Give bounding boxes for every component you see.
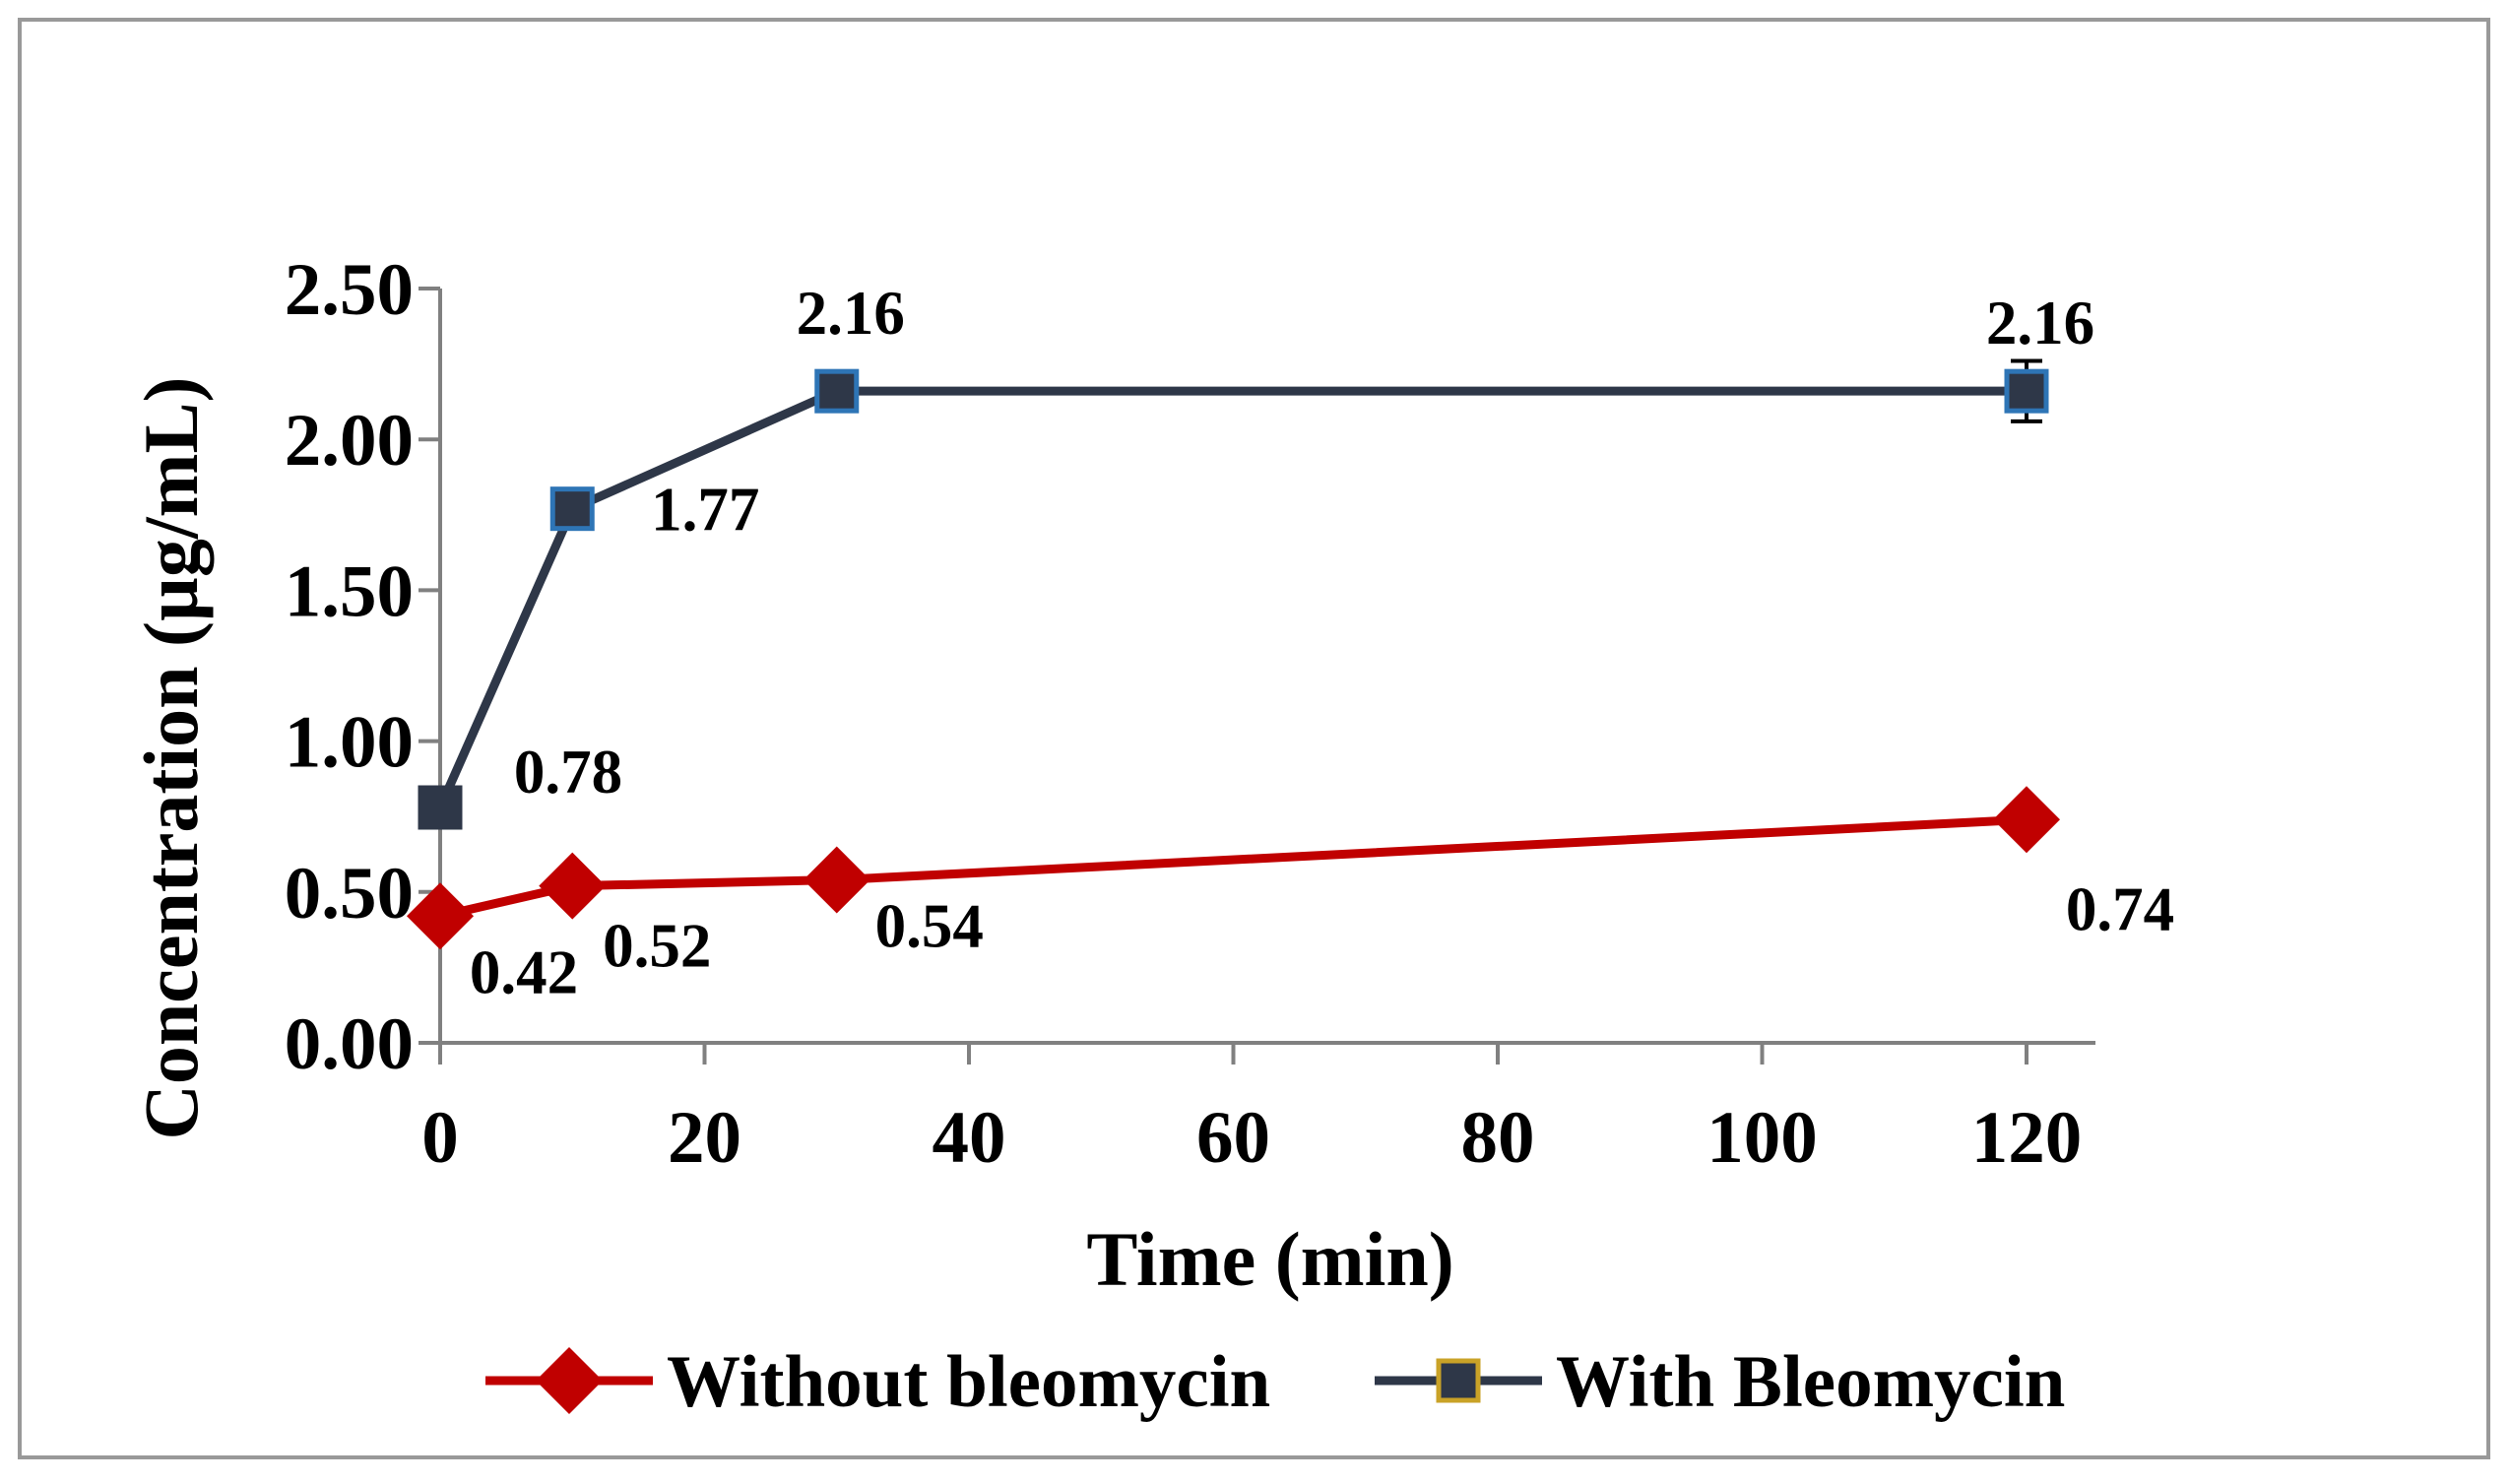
legend-without-bleomycin-marker bbox=[536, 1347, 603, 1414]
y-tick-label: 2.50 bbox=[285, 249, 414, 331]
y-tick-label: 1.00 bbox=[285, 702, 414, 784]
y-tick-label: 0.00 bbox=[285, 1003, 414, 1085]
with-bleomycin-data-label: 2.16 bbox=[797, 279, 905, 348]
series-group bbox=[407, 358, 2060, 950]
y-axis-title: Concentration (µg/mL) bbox=[128, 376, 214, 1139]
without-bleomycin-data-label: 0.42 bbox=[470, 937, 578, 1006]
with-bleomycin-data-label: 0.78 bbox=[514, 738, 622, 807]
with-bleomycin-point bbox=[814, 368, 860, 414]
x-tick-label: 40 bbox=[933, 1097, 1006, 1179]
x-tick-label: 100 bbox=[1706, 1097, 1818, 1179]
with-bleomycin-point bbox=[418, 785, 463, 830]
x-tick-label: 0 bbox=[421, 1097, 459, 1179]
legend-without-bleomycin-label: Without bleomycin bbox=[667, 1341, 1270, 1423]
without-bleomycin-point bbox=[407, 882, 474, 950]
without-bleomycin-point bbox=[539, 852, 607, 920]
x-axis-ticks: 0 20 40 60 80 100 120 bbox=[421, 1043, 2082, 1179]
with-bleomycin-line bbox=[435, 386, 2027, 809]
x-tick-label: 20 bbox=[668, 1097, 741, 1179]
legend-with-bleomycin-label: With Bleomycin bbox=[1556, 1341, 2065, 1423]
x-tick-label: 120 bbox=[1971, 1097, 2083, 1179]
x-axis-title: Time (min) bbox=[1086, 1216, 1453, 1302]
with-bleomycin-data-label: 2.16 bbox=[1986, 289, 2094, 357]
without-bleomycin-line bbox=[438, 814, 2028, 921]
with-bleomycin-data-label: 1.77 bbox=[651, 476, 759, 545]
without-bleomycin-point bbox=[1993, 786, 2060, 854]
with-bleomycin-point bbox=[549, 486, 595, 532]
with-bleomycin-point bbox=[2004, 368, 2049, 414]
without-bleomycin-point bbox=[803, 846, 870, 914]
y-tick-label: 0.50 bbox=[285, 853, 414, 935]
legend: Without bleomycin With Bleomycin bbox=[485, 1341, 2065, 1423]
y-tick-label: 2.00 bbox=[285, 400, 414, 482]
without-bleomycin-data-label: 0.52 bbox=[603, 912, 711, 981]
x-tick-label: 60 bbox=[1196, 1097, 1270, 1179]
y-axis-ticks: 0.00 0.50 1.00 1.50 2.00 2.50 bbox=[285, 249, 440, 1085]
data-labels: 0.42 0.52 0.54 0.74 0.78 1.77 2.16 2.16 bbox=[470, 279, 2174, 1006]
without-bleomycin-data-label: 0.74 bbox=[2066, 874, 2174, 943]
x-tick-label: 80 bbox=[1461, 1097, 1535, 1179]
without-bleomycin-data-label: 0.54 bbox=[875, 892, 984, 961]
legend-with-bleomycin-marker bbox=[1436, 1358, 1481, 1403]
chart-frame bbox=[18, 18, 2490, 1459]
y-tick-label: 1.50 bbox=[285, 550, 414, 632]
